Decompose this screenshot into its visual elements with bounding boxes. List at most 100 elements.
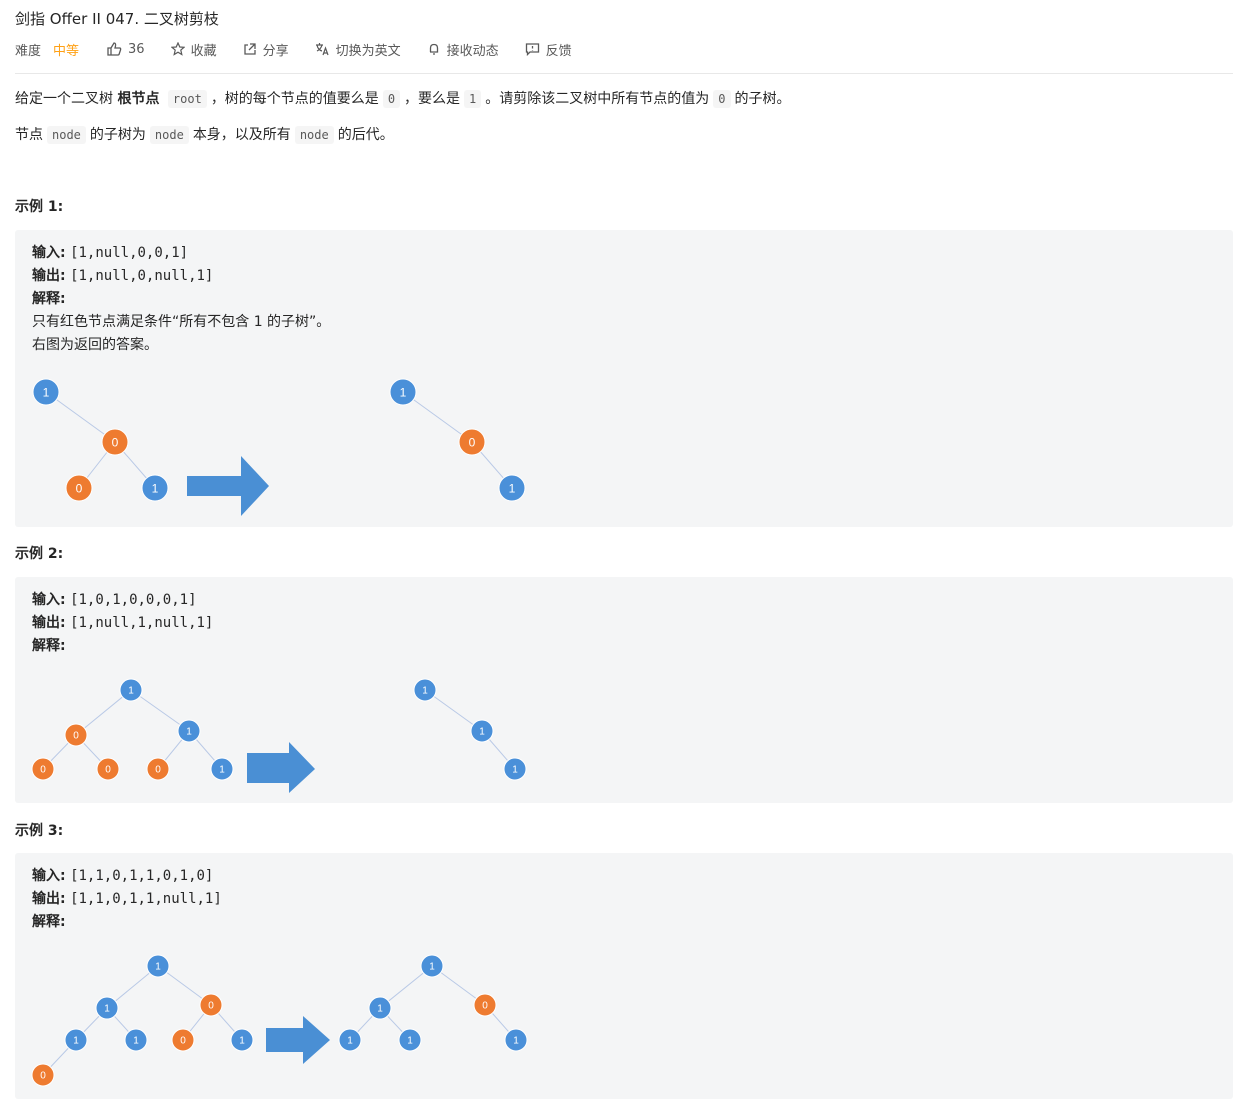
tree-after-node: 1 bbox=[413, 678, 437, 702]
share-icon bbox=[243, 43, 256, 55]
example-3-diagram: 1 1 0 1 1 0 1 0 1 1 0 1 1 1 bbox=[31, 954, 528, 1087]
tree-before-node: 1 bbox=[177, 719, 201, 743]
output-value: [1,null,0,null,1] bbox=[70, 268, 214, 284]
example-3-text: 输入: [1,1,0,1,1,0,1,0] 输出: [1,1,0,1,1,nul… bbox=[32, 865, 222, 934]
inline-code: node bbox=[294, 126, 334, 144]
description-paragraph-2: 节点 node 的子树为 node 本身，以及所有 node 的后代。 bbox=[15, 125, 394, 145]
tree-before-node: 1 bbox=[95, 996, 119, 1020]
inline-code: 0 bbox=[713, 90, 731, 108]
tree-after-node-circle bbox=[498, 474, 526, 502]
feedback-button[interactable]: 反馈 bbox=[525, 40, 572, 59]
tree-after-node: 0 bbox=[458, 428, 486, 456]
inline-code: node bbox=[47, 126, 86, 144]
tree-before-node-label: 1 bbox=[104, 1004, 110, 1015]
tree-after-node-label: 1 bbox=[422, 686, 428, 697]
tree-before-node-label: 0 bbox=[40, 765, 46, 776]
input-value: [1,0,1,0,0,0,1] bbox=[70, 592, 197, 608]
input-label: 输入: bbox=[32, 868, 66, 884]
tree-before-node-label: 0 bbox=[155, 765, 161, 776]
feedback-icon bbox=[525, 43, 539, 56]
tree-before-node: 0 bbox=[31, 757, 55, 781]
output-label: 输出: bbox=[32, 891, 66, 907]
desc-text: 给定一个二叉树 bbox=[15, 91, 113, 107]
switch-language-label: 切换为英文 bbox=[335, 43, 401, 59]
share-button[interactable]: 分享 bbox=[243, 40, 289, 59]
tree-before-node-circle bbox=[64, 1028, 88, 1052]
tree-after-node: 1 bbox=[338, 1028, 362, 1052]
tree-before-node-circle bbox=[177, 719, 201, 743]
output-label: 输出: bbox=[32, 615, 66, 631]
tree-before-edge bbox=[45, 391, 116, 443]
right-arrow-icon bbox=[266, 1016, 330, 1064]
tree-before-node-label: 0 bbox=[73, 731, 79, 742]
favorite-button[interactable]: 收藏 bbox=[170, 40, 217, 59]
tree-after-node: 1 bbox=[470, 719, 494, 743]
star-icon bbox=[170, 42, 185, 56]
tree-after-node-label: 1 bbox=[509, 481, 516, 495]
switch-language-button[interactable]: 切换为英文 bbox=[315, 40, 401, 59]
tree-before-node: 1 bbox=[124, 1028, 148, 1052]
tree-after-node-label: 1 bbox=[347, 1036, 353, 1047]
like-button[interactable]: 36 bbox=[107, 42, 145, 57]
output-label: 输出: bbox=[32, 268, 66, 284]
tree-after-node: 1 bbox=[368, 996, 392, 1020]
tree-before-node-label: 0 bbox=[180, 1036, 186, 1047]
difficulty-label: 难度 bbox=[15, 43, 42, 59]
tree-after-node-label: 1 bbox=[429, 962, 435, 973]
tree-before-node-circle bbox=[95, 996, 119, 1020]
tree-after-node-circle bbox=[398, 1028, 422, 1052]
tree-before-node: 0 bbox=[146, 757, 170, 781]
tree-after-node-circle bbox=[458, 428, 486, 456]
tree-after-node-circle bbox=[470, 719, 494, 743]
tree-before-node: 0 bbox=[199, 993, 223, 1017]
desc-text: 。请剪除该二叉树中所有节点的值为 bbox=[485, 91, 710, 107]
tree-before-node-circle bbox=[210, 757, 234, 781]
tree-before-node-label: 1 bbox=[128, 686, 134, 697]
problem-meta-bar: 难度 中等 36 收藏 分享 切换为英文 接收动态 反馈 bbox=[15, 39, 598, 59]
tree-before-node: 1 bbox=[230, 1028, 254, 1052]
explain-label: 解释: bbox=[32, 914, 66, 930]
output-value: [1,null,1,null,1] bbox=[70, 615, 214, 631]
tree-after-node-label: 1 bbox=[512, 765, 518, 776]
subscribe-button[interactable]: 接收动态 bbox=[427, 40, 499, 59]
tree-before-node: 0 bbox=[171, 1028, 195, 1052]
tree-after-node-circle bbox=[473, 993, 497, 1017]
example-3-box: 输入: [1,1,0,1,1,0,1,0] 输出: [1,1,0,1,1,nul… bbox=[15, 853, 1233, 1099]
right-arrow-icon bbox=[187, 456, 269, 516]
tree-before-node: 1 bbox=[141, 474, 169, 502]
tree-before-node: 1 bbox=[146, 954, 170, 978]
tree-before-node-circle bbox=[230, 1028, 254, 1052]
explain-label: 解释: bbox=[32, 638, 66, 654]
share-label: 分享 bbox=[262, 43, 289, 59]
inline-code: node bbox=[149, 126, 189, 144]
desc-text: 节点 bbox=[15, 127, 43, 143]
feedback-label: 反馈 bbox=[545, 43, 572, 59]
input-value: [1,null,0,0,1] bbox=[70, 245, 189, 261]
tree-before-node: 1 bbox=[210, 757, 234, 781]
desc-text: 的子树为 bbox=[89, 127, 146, 143]
tree-after-node-circle bbox=[504, 1028, 528, 1052]
tree-after-node-label: 1 bbox=[407, 1036, 413, 1047]
tree-before-node-label: 1 bbox=[133, 1036, 139, 1047]
inline-code: 1 bbox=[464, 90, 482, 108]
example-2-text: 输入: [1,0,1,0,0,0,1] 输出: [1,null,1,null,1… bbox=[32, 589, 213, 658]
tree-before-node: 0 bbox=[31, 1063, 55, 1087]
tree-before-node-circle bbox=[146, 954, 170, 978]
explain-label: 解释: bbox=[32, 291, 66, 307]
input-label: 输入: bbox=[32, 245, 66, 261]
tree-after-node-label: 1 bbox=[513, 1036, 519, 1047]
tree-before-node-label: 1 bbox=[155, 962, 161, 973]
example-1-text: 输入: [1,null,0,0,1] 输出: [1,null,0,null,1]… bbox=[32, 242, 330, 357]
tree-before-node-circle bbox=[64, 723, 88, 747]
tree-after-node-circle bbox=[389, 378, 417, 406]
tree-before-node-label: 0 bbox=[105, 765, 111, 776]
tree-before-node-circle bbox=[101, 428, 129, 456]
tree-before-node-circle bbox=[119, 678, 143, 702]
tree-before-node-label: 1 bbox=[186, 727, 192, 738]
tree-after-node: 1 bbox=[389, 378, 417, 406]
tree-after-node-circle bbox=[420, 954, 444, 978]
tree-before-node-circle bbox=[199, 993, 223, 1017]
right-arrow-icon bbox=[247, 742, 315, 793]
desc-text: ，树的每个节点的值要么是 bbox=[210, 91, 379, 107]
tree-after-node: 1 bbox=[503, 757, 527, 781]
